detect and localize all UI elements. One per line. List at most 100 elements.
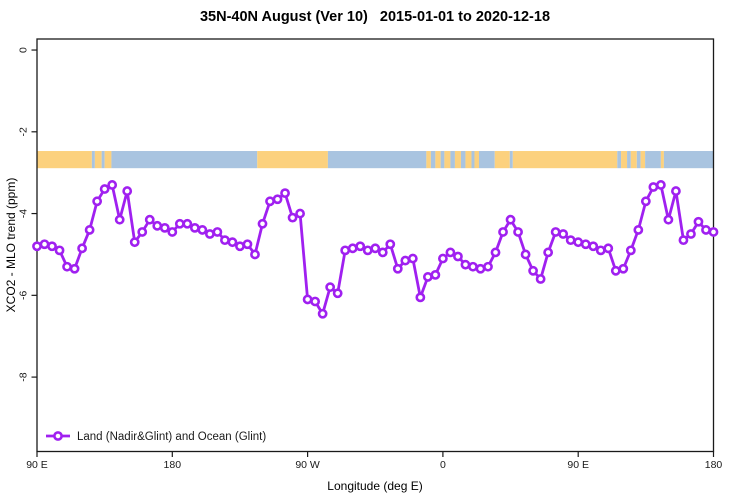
ocean-band-segment bbox=[645, 151, 661, 169]
data-point-marker bbox=[655, 180, 666, 190]
data-point-marker bbox=[54, 245, 65, 256]
data-point-marker bbox=[122, 186, 133, 196]
data-point-marker bbox=[550, 227, 561, 237]
land-band-segment bbox=[257, 151, 328, 169]
data-point-marker bbox=[182, 218, 193, 229]
data-point-marker bbox=[498, 227, 508, 237]
ocean-band-segment bbox=[636, 151, 641, 169]
chart-title: 35N-40N August (Ver 10) 2015-01-01 to 20… bbox=[199, 9, 551, 25]
data-point-marker bbox=[129, 237, 140, 248]
data-point-marker bbox=[325, 282, 336, 293]
land-band-segment bbox=[426, 151, 431, 169]
x-tick-label: 180 bbox=[705, 459, 723, 471]
data-point-marker bbox=[400, 255, 411, 266]
land-band-segment bbox=[512, 151, 618, 169]
data-point-marker bbox=[220, 235, 230, 246]
land-band-segment bbox=[660, 151, 664, 169]
ocean-band-segment bbox=[617, 151, 622, 169]
data-point-marker bbox=[407, 253, 418, 264]
data-point-marker bbox=[377, 247, 388, 258]
data-point-marker bbox=[610, 265, 621, 276]
data-point-marker bbox=[250, 249, 260, 260]
data-point-marker bbox=[468, 261, 478, 272]
data-point-marker bbox=[332, 288, 343, 299]
y-tick-label: 0 bbox=[17, 47, 29, 53]
y-tick-label: -4 bbox=[18, 209, 30, 218]
data-point-marker bbox=[603, 243, 614, 254]
data-point-marker bbox=[272, 194, 283, 205]
data-point-marker bbox=[227, 237, 238, 248]
ocean-band-segment bbox=[471, 151, 475, 169]
x-tick-label: 0 bbox=[440, 459, 446, 471]
data-point-marker bbox=[701, 225, 711, 235]
data-point-marker bbox=[565, 235, 576, 246]
land-band-segment bbox=[37, 151, 92, 169]
data-point-marker bbox=[235, 241, 245, 252]
data-point-marker bbox=[174, 218, 185, 229]
ocean-band-segment bbox=[509, 151, 513, 169]
data-point-marker bbox=[588, 241, 599, 252]
data-point-marker bbox=[295, 208, 305, 219]
data-point-marker bbox=[422, 272, 433, 282]
data-point-marker bbox=[362, 245, 373, 256]
data-point-marker bbox=[114, 214, 125, 225]
land-band-segment bbox=[435, 151, 441, 169]
y-tick-label: -6 bbox=[18, 291, 30, 300]
y-tick-label: -2 bbox=[18, 127, 30, 136]
data-point-marker bbox=[197, 225, 208, 235]
data-point-marker bbox=[340, 245, 351, 256]
data-point-marker bbox=[513, 227, 523, 237]
legend-marker-icon bbox=[53, 431, 63, 441]
data-point-marker bbox=[678, 235, 689, 246]
data-point-marker bbox=[167, 227, 178, 237]
data-point-marker bbox=[242, 239, 253, 250]
x-tick-label: 90 E bbox=[26, 459, 48, 471]
data-point-marker bbox=[580, 239, 591, 250]
data-point-marker bbox=[633, 225, 644, 235]
data-point-marker bbox=[204, 229, 215, 239]
ocean-band-segment bbox=[111, 151, 258, 169]
data-point-marker bbox=[77, 243, 87, 254]
data-point-marker bbox=[159, 222, 170, 233]
data-point-marker bbox=[302, 294, 313, 305]
data-point-marker bbox=[693, 216, 704, 227]
data-point-marker bbox=[152, 220, 163, 231]
data-point-marker bbox=[32, 241, 42, 252]
data-point-marker bbox=[671, 186, 681, 196]
ocean-band-segment bbox=[101, 151, 105, 169]
data-point-marker bbox=[317, 308, 328, 319]
y-tick-label: -8 bbox=[18, 372, 30, 381]
data-point-marker bbox=[708, 227, 719, 237]
data-point-marker bbox=[558, 229, 569, 239]
data-point-marker bbox=[310, 296, 321, 307]
land-band-segment bbox=[104, 151, 112, 169]
ocean-band-segment bbox=[478, 151, 495, 169]
data-point-marker bbox=[595, 245, 606, 256]
legend-label: Land (Nadir&Glint) and Ocean (Glint) bbox=[77, 431, 266, 443]
data-point-marker bbox=[520, 249, 531, 260]
land-band-segment bbox=[94, 151, 102, 169]
data-point-marker bbox=[47, 241, 57, 252]
data-point-marker bbox=[430, 269, 441, 280]
data-point-marker bbox=[618, 263, 629, 274]
data-point-marker bbox=[573, 237, 584, 248]
land-band-segment bbox=[444, 151, 451, 169]
data-point-marker bbox=[39, 239, 50, 250]
data-point-marker bbox=[280, 188, 290, 199]
land-band-segment bbox=[454, 151, 461, 169]
x-tick-label: 180 bbox=[164, 459, 182, 471]
data-point-marker bbox=[535, 274, 546, 284]
x-tick-label: 90 W bbox=[295, 459, 320, 471]
x-axis-label: Longitude (deg E) bbox=[327, 479, 423, 493]
data-point-marker bbox=[347, 243, 358, 254]
data-point-marker bbox=[287, 212, 298, 223]
land-band-segment bbox=[474, 151, 479, 169]
ocean-band-segment bbox=[460, 151, 466, 169]
data-point-marker bbox=[528, 265, 538, 276]
data-point-marker bbox=[62, 261, 72, 272]
land-band-segment bbox=[494, 151, 510, 169]
ocean-band-segment bbox=[663, 151, 714, 169]
data-point-marker bbox=[475, 263, 486, 274]
